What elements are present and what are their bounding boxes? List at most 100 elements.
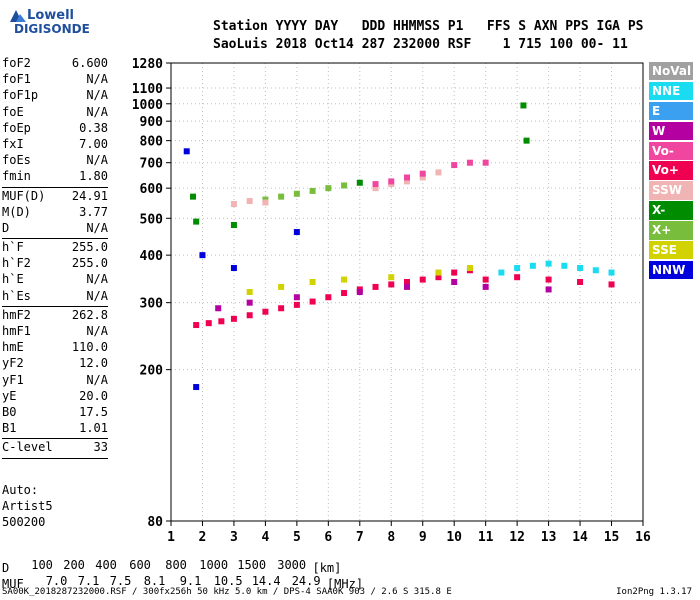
data-point-w (356, 289, 363, 295)
param-row: C-level 33 (2, 440, 108, 456)
legend-item-e: E (649, 101, 693, 121)
data-point-nnw (199, 252, 206, 259)
y-tick-label: 1000 (132, 98, 163, 113)
data-point-ssw (404, 178, 410, 185)
data-point-vo (218, 318, 225, 325)
param-label: B0 (2, 404, 17, 419)
data-point-vo (230, 315, 237, 322)
data-point-vo (278, 305, 285, 312)
station-header: Station YYYY DAY DDD HHMMSS P1 FFS S AXN… (213, 18, 643, 54)
data-point-vo (293, 301, 300, 308)
data-point-ssw (230, 201, 237, 208)
data-point-vo (341, 290, 348, 297)
param-value: 12.0 (79, 356, 108, 371)
param-value: 6.600 (71, 56, 108, 70)
data-point-ssw (246, 198, 253, 205)
logo-mark-icon (10, 10, 26, 22)
d-value: 200 (63, 558, 85, 572)
param-row: foEs N/A (2, 153, 108, 169)
data-point-sse (435, 269, 442, 276)
param-value: 7.00 (79, 136, 108, 151)
param-value: N/A (86, 324, 108, 338)
data-point-vo (419, 170, 426, 177)
param-value: 110.0 (71, 340, 108, 355)
header-values: SaoLuis 2018 Oct14 287 232000 RSF 1 715 … (213, 37, 628, 52)
muf-value: 24.9 (291, 574, 321, 588)
data-point-nnw (193, 384, 200, 391)
x-tick-label: 4 (261, 530, 269, 545)
param-value: 255.0 (71, 256, 108, 271)
param-label: yE (2, 388, 17, 403)
y-tick-label: 500 (140, 212, 164, 227)
y-tick-label: 1280 (132, 57, 163, 72)
param-label: foF2 (2, 56, 31, 70)
legend-item-x: X- (649, 201, 693, 220)
muf-row: MUF 7.0 7.1 7.5 8.1 9.1 10.5 14.4 24.9 [MHz] (2, 575, 363, 591)
param-row: yF1 N/A (2, 373, 108, 389)
param-label: hmF2 (2, 307, 31, 322)
data-point-nnw (230, 265, 237, 272)
x-tick-label: 1 (167, 530, 175, 545)
data-point-w (246, 299, 253, 306)
param-label: h`F (2, 240, 24, 255)
distance-row: D 100 200 400 600 800 1000 1500 3000 [km] (2, 559, 363, 575)
data-point-x (278, 193, 285, 200)
muf-value: 9.1 (179, 574, 202, 588)
x-tick-label: 10 (446, 530, 462, 545)
y-tick-label: 1100 (132, 82, 163, 97)
data-point-x (356, 179, 363, 186)
data-point-vo (451, 269, 458, 276)
param-value: 1.01 (79, 421, 108, 436)
param-label: h`Es (2, 288, 31, 303)
muf-value: 8.1 (143, 574, 166, 588)
data-point-nnw (183, 148, 190, 155)
data-point-x (520, 102, 527, 109)
distance-unit: [km] (312, 561, 342, 575)
data-point-vo (262, 308, 269, 315)
d-value: 1000 (199, 558, 229, 572)
data-point-vo (193, 322, 200, 329)
data-point-x (325, 185, 332, 192)
data-point-nne (514, 265, 521, 272)
data-point-x (190, 193, 197, 200)
param-value: N/A (86, 372, 108, 387)
param-row: fxI 7.00 (2, 137, 108, 153)
legend-item-w: W (649, 121, 693, 141)
data-point-nne (577, 265, 584, 272)
data-point-sse (309, 278, 316, 285)
logo-brand-bottom: DIGISONDE (14, 22, 90, 36)
param-label: foE (2, 104, 24, 119)
y-tick-label: 200 (140, 364, 164, 379)
param-divider (2, 238, 108, 240)
param-value: N/A (86, 88, 108, 103)
d-value: 600 (129, 558, 151, 572)
data-point-vo (246, 312, 253, 319)
data-point-sse (341, 276, 348, 283)
x-tick-label: 13 (541, 530, 557, 545)
scaled-parameters-panel: foF2 6.600 foF1 N/A foF1p N/A foE N/A foEp 0.38 fx… (2, 56, 108, 460)
data-point-vo (482, 159, 489, 166)
x-tick-label: 6 (324, 530, 332, 545)
param-label: MUF(D) (2, 188, 46, 203)
param-row: hmF2 262.8 (2, 308, 108, 324)
x-tick-label: 7 (356, 530, 364, 545)
param-value: N/A (86, 72, 108, 87)
data-point-w (215, 305, 222, 312)
data-point-sse (466, 265, 473, 272)
data-point-ssw (262, 199, 269, 206)
param-value: 33 (93, 440, 108, 455)
legend-item-vo: Vo+ (649, 161, 693, 180)
param-label: yF2 (2, 356, 24, 371)
logo-brand-top: Lowell (27, 8, 74, 23)
y-tick-label: 80 (147, 515, 163, 530)
param-label: fmin (2, 169, 31, 184)
y-tick-label: 900 (140, 115, 164, 130)
legend-item-noval: NoVal (649, 62, 693, 81)
param-row: hmE 110.0 (2, 340, 108, 356)
legend-item-sse: SSE (649, 241, 693, 260)
param-label: foF1 (2, 72, 31, 87)
param-value: 1.80 (79, 169, 108, 184)
param-divider (2, 186, 108, 188)
data-point-vo (309, 298, 316, 305)
autoscaling-info: Auto: Artist5 500200 (2, 482, 53, 530)
